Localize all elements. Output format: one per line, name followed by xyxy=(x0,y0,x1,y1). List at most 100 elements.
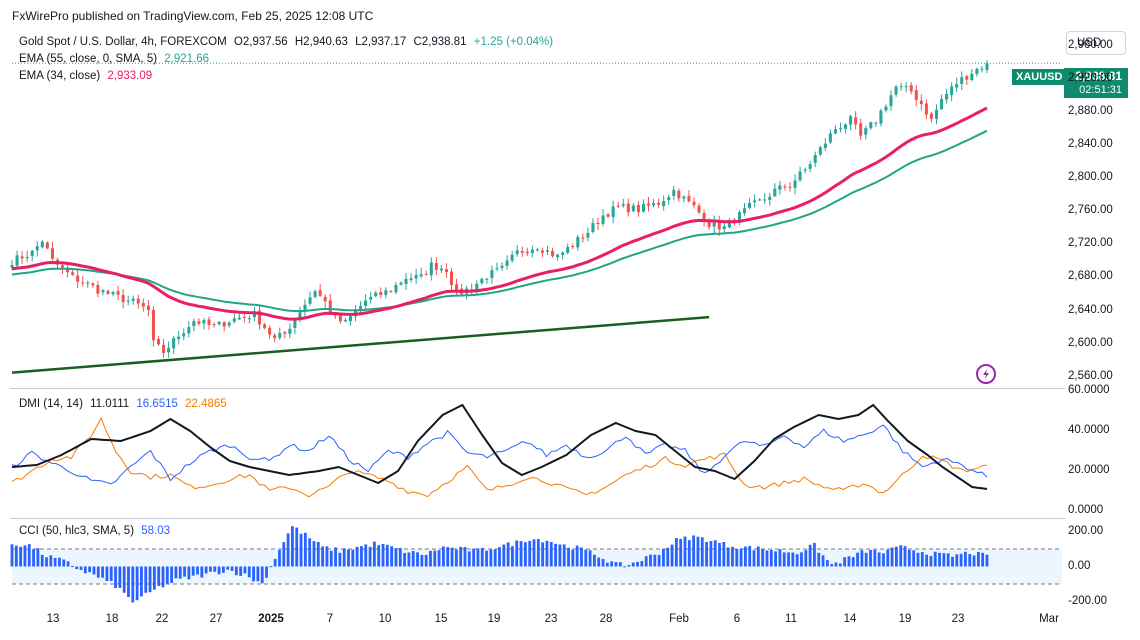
candle-body xyxy=(940,98,944,110)
candle-body xyxy=(808,164,812,169)
candle-body xyxy=(571,246,575,248)
cci-bar xyxy=(390,546,394,567)
dmi-title: DMI (14, 14) xyxy=(19,398,83,410)
candle-body xyxy=(40,241,44,248)
cci-bar xyxy=(575,545,579,567)
cci-bar xyxy=(109,566,113,582)
cci-bar xyxy=(916,552,920,567)
symbol-price-tag: XAUUSD xyxy=(1012,69,1067,85)
candle-body xyxy=(273,335,277,339)
cci-legend[interactable]: CCI (50, hlc3, SMA, 5) 58.03 xyxy=(19,525,174,537)
cci-bar xyxy=(528,540,532,567)
pane-separator-1[interactable] xyxy=(10,388,1065,389)
last-price: 2,938.81 xyxy=(1075,69,1122,83)
cci-bar xyxy=(416,552,419,567)
cci-bar xyxy=(381,543,385,567)
candle-body xyxy=(328,300,332,313)
cci-bar xyxy=(493,549,497,567)
candle-body xyxy=(475,283,479,290)
cci-bar xyxy=(178,566,182,579)
cci-bar xyxy=(209,566,212,572)
time-axis-tick: Mar xyxy=(1039,613,1059,625)
candle-body xyxy=(742,208,747,214)
cci-bar xyxy=(174,566,178,579)
cci-bar xyxy=(450,547,454,567)
cci-bar xyxy=(748,546,752,567)
candle-body xyxy=(758,199,762,201)
cci-bar xyxy=(407,552,411,567)
candle-body xyxy=(66,267,70,273)
cci-bar xyxy=(45,557,48,567)
cci-bar xyxy=(968,554,972,567)
candle-body xyxy=(576,237,580,248)
candle-body xyxy=(162,344,166,353)
dmi-legend[interactable]: DMI (14, 14) 11.0111 16.6515 22.4865 xyxy=(19,398,231,410)
candle-body xyxy=(970,73,974,81)
candle-body xyxy=(455,284,459,290)
time-axis-tick: 27 xyxy=(209,613,223,625)
candle-body xyxy=(116,291,120,295)
cci-bar xyxy=(713,540,717,567)
candle-body xyxy=(106,290,110,294)
pane-separator-2[interactable] xyxy=(10,518,1065,519)
candle-body xyxy=(768,196,772,201)
candle-body xyxy=(581,237,585,239)
candle-body xyxy=(540,250,544,253)
candle-body xyxy=(429,262,433,276)
candle-body xyxy=(480,278,484,284)
candle-body xyxy=(904,86,908,88)
candle-body xyxy=(156,339,161,345)
ema34-legend[interactable]: EMA (34, close) 2,933.09 xyxy=(19,70,156,82)
cci-bar xyxy=(769,550,773,567)
candle-body xyxy=(844,124,848,129)
symbol-name[interactable]: Gold Spot / U.S. Dollar, 4h, FOREXCOM xyxy=(19,36,227,48)
cci-bar xyxy=(649,554,652,567)
candle-body xyxy=(950,86,954,96)
candle-body xyxy=(591,223,595,233)
price-axis-tick: 2,840.00 xyxy=(1068,138,1113,150)
cci-bar xyxy=(433,550,437,567)
candle-body xyxy=(631,205,635,212)
candle-body xyxy=(283,332,287,334)
cci-bar xyxy=(144,566,148,593)
cci-bar xyxy=(657,554,661,567)
cci-bar xyxy=(925,554,929,567)
cci-bar xyxy=(808,544,812,567)
cci-bar xyxy=(804,550,808,567)
candle-body xyxy=(854,117,858,125)
candle-body xyxy=(45,242,49,249)
cci-bar xyxy=(247,566,251,578)
ema55-legend[interactable]: EMA (55, close, 0, SMA, 5) 2,921.66 xyxy=(19,53,213,65)
cci-bar xyxy=(851,557,855,567)
dmi-pdi-value: 16.6515 xyxy=(136,398,178,410)
cci-bar xyxy=(523,542,527,567)
open-value: O2,937.56 xyxy=(233,36,288,48)
candle-body xyxy=(172,338,176,349)
cci-bar xyxy=(308,538,312,567)
price-axis-tick: 2,960.00 xyxy=(1068,38,1113,51)
cci-bar xyxy=(191,566,195,576)
candle-body xyxy=(778,185,782,190)
cci-bar xyxy=(623,566,627,568)
cci-bar xyxy=(342,548,346,567)
candle-body xyxy=(677,190,681,199)
cci-bar xyxy=(955,554,959,567)
cci-bar xyxy=(985,554,989,567)
low-value: L2,937.17 xyxy=(355,36,407,48)
candle-body xyxy=(838,128,843,130)
cci-bar xyxy=(135,566,139,601)
ema55-value: 2,921.66 xyxy=(164,53,210,65)
cci-bar xyxy=(692,535,696,567)
cci-bar xyxy=(506,542,510,567)
candle-body xyxy=(889,95,893,107)
currency-button[interactable]: USD xyxy=(1066,31,1126,55)
cci-bar xyxy=(157,566,161,586)
candle-body xyxy=(10,264,14,268)
candle-body xyxy=(227,322,231,326)
candle-body xyxy=(439,268,443,271)
symbol-legend: Gold Spot / U.S. Dollar, 4h, FOREXCOM O2… xyxy=(19,36,557,48)
candle-body xyxy=(960,77,964,84)
cci-bar xyxy=(316,541,320,567)
cci-title: CCI (50, hlc3, SMA, 5) xyxy=(19,525,135,537)
